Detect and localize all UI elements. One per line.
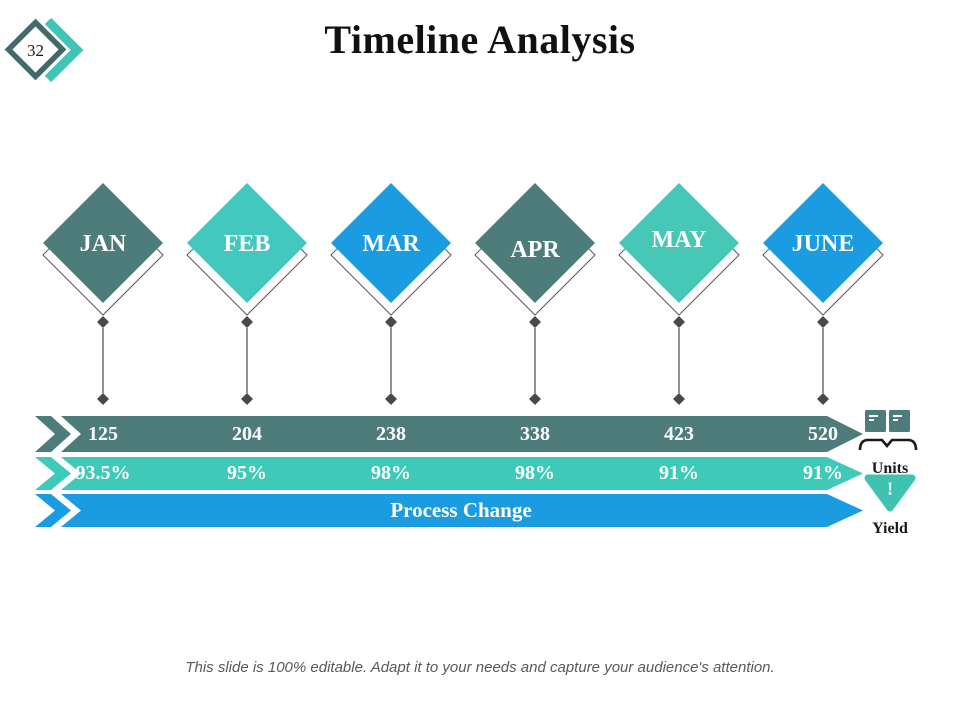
page-title: Timeline Analysis <box>324 17 636 62</box>
units-value: 125 <box>88 422 118 445</box>
milestone-apr: APR <box>470 182 600 424</box>
connector-dot-bottom <box>673 393 685 405</box>
bar-arrow-body <box>61 457 863 490</box>
yield-value: 91% <box>659 462 699 484</box>
units-value: 238 <box>376 422 406 445</box>
month-label: APR <box>510 237 560 263</box>
units-bar: 125 204 238 338 423 520 <box>35 416 865 452</box>
yield-value: 98% <box>371 462 411 484</box>
yield-value: 91% <box>803 462 843 484</box>
connector-dot-top <box>817 316 829 328</box>
connector-dot-top <box>385 316 397 328</box>
units-value: 423 <box>664 422 694 445</box>
yield-bar: 93.5% 95% 98% 98% 91% 91% <box>35 457 865 490</box>
month-label: MAR <box>362 231 420 257</box>
month-label: JUNE <box>792 231 855 257</box>
month-diamond <box>187 183 307 303</box>
slide-number: 32 <box>27 41 44 60</box>
connector-dot-top <box>673 316 685 328</box>
bar-tail-chevron <box>35 416 71 452</box>
connector-dot-top <box>529 316 541 328</box>
month-diamond <box>763 183 883 303</box>
month-diamond <box>43 183 163 303</box>
editable-note: This slide is 100% editable. Adapt it to… <box>185 659 775 676</box>
logo-diamond-icon <box>4 18 67 81</box>
units-values: 125 204 238 338 423 520 <box>31 416 895 452</box>
units-value: 204 <box>232 422 262 445</box>
month-label: FEB <box>224 231 271 257</box>
brace-icon <box>858 438 918 451</box>
slide-logo: 32 <box>4 8 84 88</box>
bar-tail-chevron <box>35 457 71 490</box>
process-change-label: Process Change <box>390 498 532 522</box>
bar-tail-chevron <box>35 494 71 527</box>
connector-dot-bottom <box>241 393 253 405</box>
logo-chevron-icon <box>44 17 84 83</box>
month-label: MAY <box>651 227 706 253</box>
milestone-may: MAY <box>614 182 744 424</box>
month-diamond <box>331 183 451 303</box>
connector-dot-bottom <box>529 393 541 405</box>
yield-value: 98% <box>515 462 555 484</box>
units-value: 338 <box>520 422 550 445</box>
milestone-feb: FEB <box>182 182 312 424</box>
connector-dot-bottom <box>817 393 829 405</box>
units-caption: Units <box>871 460 909 477</box>
connector-dot-top <box>97 316 109 328</box>
connector-dot-bottom <box>385 393 397 405</box>
yield-value: 95% <box>227 462 267 484</box>
milestone-june: JUNE <box>758 182 888 424</box>
bar-arrow-body <box>61 416 863 452</box>
process-change-bar: Process Change <box>35 494 865 527</box>
yield-caption: Yield <box>872 520 908 537</box>
warning-exclamation-triangle-icon: ! <box>864 474 916 512</box>
yield-legend: ! Yield <box>858 474 922 538</box>
milestone-mar: MAR <box>326 182 456 424</box>
month-label: JAN <box>80 231 127 257</box>
yield-value: 93.5% <box>75 462 131 484</box>
exclamation-mark: ! <box>887 479 893 500</box>
storage-boxes-icon <box>858 410 918 451</box>
connector-dot-top <box>241 316 253 328</box>
month-diamond <box>475 183 595 303</box>
connector-dot-bottom <box>97 393 109 405</box>
units-legend: Units <box>858 408 922 478</box>
yield-values: 93.5% 95% 98% 98% 91% 91% <box>31 457 895 490</box>
bar-arrow-body <box>61 494 863 527</box>
milestone-jan: JAN <box>38 182 168 424</box>
month-diamond <box>619 183 739 303</box>
units-value: 520 <box>808 422 838 445</box>
